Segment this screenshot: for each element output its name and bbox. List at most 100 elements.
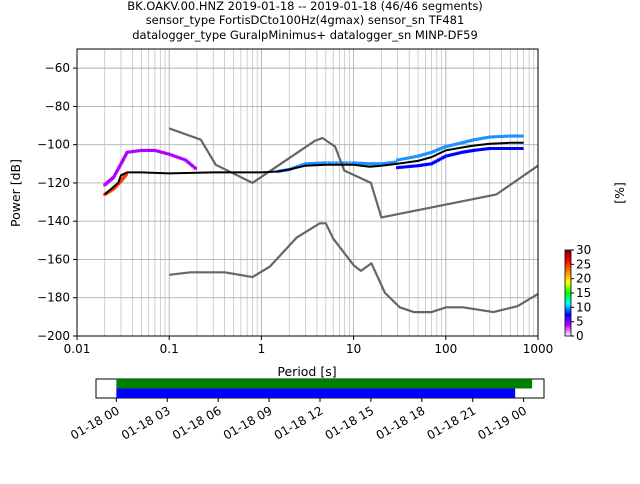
density-cell — [390, 161, 394, 165]
density-cell — [131, 150, 135, 154]
density-cell — [450, 143, 454, 147]
grid — [76, 49, 538, 337]
density-cell — [297, 164, 301, 168]
density-series — [396, 146, 524, 170]
density-cell — [456, 151, 460, 155]
density-cell — [452, 152, 456, 156]
colorbar-gradient-rect — [564, 249, 572, 337]
density-cell — [472, 138, 476, 142]
density-cell — [424, 152, 428, 156]
y-axis-label: Power [dB] — [8, 159, 23, 227]
density-cell — [508, 146, 512, 150]
density-cell — [164, 151, 168, 155]
density-cell — [501, 146, 505, 150]
density-cell — [303, 162, 307, 166]
density-cell — [493, 146, 497, 150]
density-cell — [356, 161, 360, 165]
density-cell — [171, 154, 175, 158]
density-cell — [408, 156, 412, 160]
density-cell — [476, 148, 480, 152]
density-cell — [181, 157, 185, 161]
density-cell — [321, 161, 325, 165]
density-cell — [428, 151, 432, 155]
density-cell — [518, 146, 522, 150]
density-cell — [488, 135, 492, 139]
timeline-tick-label: 01-18 18 — [374, 403, 428, 442]
density-cell — [129, 150, 133, 154]
density-cell — [458, 151, 462, 155]
density-cell — [512, 146, 516, 150]
density-cell — [364, 162, 368, 166]
timeline-tick-label: 01-18 21 — [425, 403, 479, 442]
probability-density-cloud — [103, 134, 524, 196]
timeline-tick-label: 01-18 00 — [68, 403, 122, 442]
density-cell — [474, 148, 478, 152]
density-cell — [385, 161, 389, 165]
density-cell — [124, 172, 128, 176]
density-cell — [401, 165, 405, 169]
timeline-tick-label: 01-18 09 — [221, 403, 275, 442]
density-cell — [311, 161, 315, 165]
density-cell — [160, 150, 164, 154]
density-cell — [440, 156, 444, 160]
y-tick-label: −200 — [37, 329, 70, 343]
density-cell — [148, 148, 152, 152]
density-cell — [194, 166, 198, 170]
new_high_noise_model-line — [168, 127, 539, 219]
density-cell — [413, 155, 417, 159]
density-cell — [456, 142, 460, 146]
density-cell — [331, 161, 335, 165]
density-cell — [510, 146, 514, 150]
y-tick-label: −120 — [37, 176, 70, 190]
density-cell — [139, 148, 143, 152]
density-cell — [424, 163, 428, 167]
density-cell — [394, 160, 398, 164]
density-cell — [517, 134, 521, 138]
colorbar-label: [%] — [612, 182, 627, 204]
density-cell — [392, 160, 396, 164]
colorbar-tick-label: 30 — [576, 243, 591, 257]
density-cell — [431, 150, 435, 154]
y-tick-label: −140 — [37, 214, 70, 228]
density-cell — [484, 147, 488, 151]
density-cell — [515, 146, 519, 150]
noise-model-lines — [104, 127, 539, 314]
density-cell — [113, 174, 117, 178]
density-cell — [482, 136, 486, 140]
density-cell — [413, 164, 417, 168]
density-cell — [114, 172, 118, 176]
density-cell — [506, 134, 510, 138]
density-cell — [430, 162, 434, 166]
density-cell — [478, 137, 482, 141]
density-cell — [177, 156, 181, 160]
density-cell — [442, 155, 446, 159]
density-cell — [520, 146, 524, 150]
density-cell — [428, 162, 432, 166]
x-tick-label: 0.01 — [64, 342, 91, 356]
density-cell — [493, 135, 497, 139]
density-cell — [421, 163, 425, 167]
density-cell — [398, 157, 402, 161]
density-cell — [141, 148, 145, 152]
timeline-tick-label: 01-19 00 — [475, 403, 529, 442]
density-cell — [416, 154, 420, 158]
density-cell — [115, 168, 119, 172]
density-cell — [503, 146, 507, 150]
density-cell — [324, 161, 328, 165]
density-cell — [360, 161, 364, 165]
colorbar-tick-label: 0 — [576, 329, 584, 343]
density-cell — [352, 161, 356, 165]
density-cell — [362, 161, 366, 165]
colorbar-tick-label: 15 — [576, 286, 591, 300]
density-cell — [440, 146, 444, 150]
density-cell — [512, 134, 516, 138]
median-line — [104, 141, 524, 196]
density-cell — [503, 134, 507, 138]
density-cell — [383, 161, 387, 165]
density-cell — [411, 155, 415, 159]
density-cell — [486, 135, 490, 139]
density-cell — [435, 159, 439, 163]
title-block: BK.OAKV.00.HNZ 2019-01-18 -- 2019-01-18 … — [127, 0, 483, 42]
density-cell — [348, 161, 352, 165]
y-tick-label: −100 — [37, 138, 70, 152]
